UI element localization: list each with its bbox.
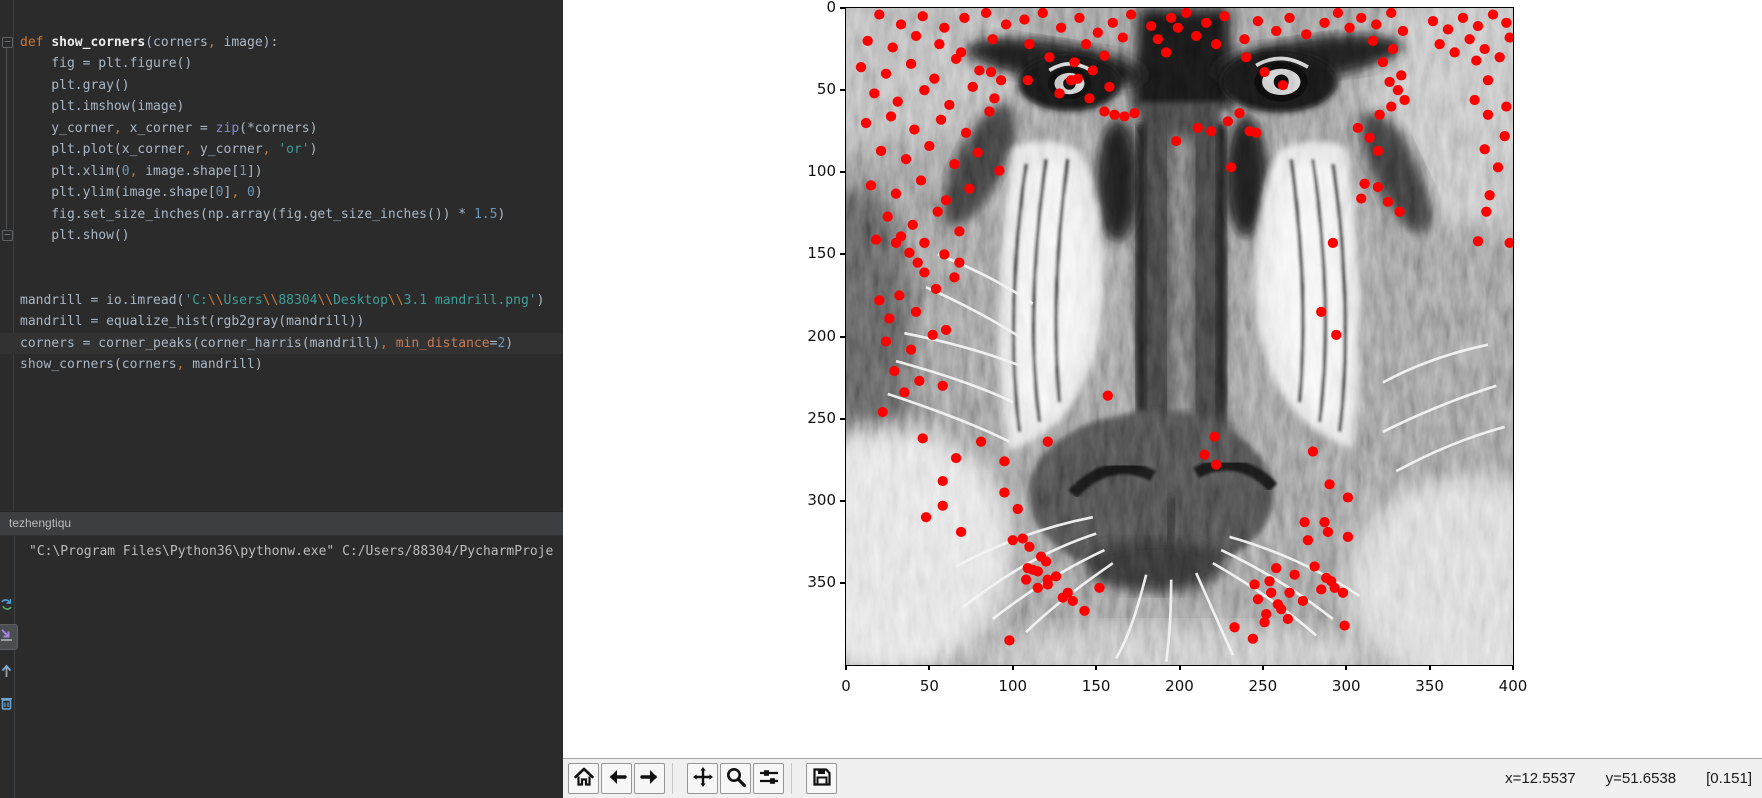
code-line: y_corner, x_corner = zip(*corners) bbox=[20, 120, 318, 136]
fold-end-icon[interactable]: ─ bbox=[2, 230, 13, 241]
pan-icon bbox=[692, 766, 714, 791]
y-tick-mark bbox=[840, 171, 845, 174]
fold-collapse-icon[interactable]: ─ bbox=[2, 37, 13, 48]
y-tick-mark bbox=[840, 417, 845, 420]
x-tick-label: 0 bbox=[841, 677, 851, 695]
toolbar-separator bbox=[672, 763, 686, 794]
x-tick-label: 300 bbox=[1331, 677, 1361, 695]
toolbar-buttons bbox=[567, 759, 838, 794]
y-tick-label: 250 bbox=[807, 408, 836, 427]
x-tick-mark bbox=[928, 665, 931, 670]
jump-to-end-icon[interactable] bbox=[0, 628, 13, 648]
home-icon bbox=[573, 766, 595, 791]
console-toolbar bbox=[0, 536, 18, 798]
x-tick-mark bbox=[1345, 665, 1348, 670]
back-icon bbox=[606, 766, 628, 791]
forward-icon bbox=[639, 766, 661, 791]
subplots-icon bbox=[758, 766, 780, 791]
matplotlib-window: 0 50 100 150 200 250 300 350 400 0 50 100 150 200 250 3… bbox=[563, 0, 1762, 798]
y-tick-mark bbox=[840, 89, 845, 92]
cursor-x: x=12.5537 bbox=[1505, 769, 1576, 787]
fold-range-line bbox=[6, 48, 7, 229]
y-tick-mark bbox=[840, 335, 845, 338]
code-line: mandrill = io.imread('C:\\Users\\88304\\… bbox=[20, 292, 545, 308]
code-line: plt.gray() bbox=[20, 77, 130, 93]
rerun-icon[interactable] bbox=[0, 598, 13, 617]
y-tick-label: 350 bbox=[807, 572, 836, 591]
code-line bbox=[0, 268, 563, 290]
code-line: fig.set_size_inches(np.array(fig.get_siz… bbox=[20, 206, 506, 222]
y-tick-label: 200 bbox=[807, 326, 836, 345]
subplots-button[interactable] bbox=[753, 763, 784, 794]
x-tick-mark bbox=[1178, 665, 1181, 670]
x-tick-mark bbox=[1261, 665, 1264, 670]
y-tick-label: 300 bbox=[807, 490, 836, 509]
x-tick-mark bbox=[1512, 665, 1514, 670]
x-tick-mark bbox=[1011, 665, 1014, 670]
home-button[interactable] bbox=[568, 763, 599, 794]
y-tick-mark bbox=[840, 581, 845, 584]
forward-button[interactable] bbox=[634, 763, 665, 794]
cursor-y: y=51.6538 bbox=[1605, 769, 1677, 787]
run-config-name: tezhengtiqu bbox=[9, 516, 72, 530]
up-stack-icon[interactable] bbox=[0, 664, 13, 684]
mandrill-image bbox=[846, 8, 1513, 665]
console-output: "C:\Program Files\Python36\pythonw.exe" … bbox=[29, 544, 554, 559]
run-toolwindow-tab[interactable]: tezhengtiqu bbox=[0, 511, 563, 536]
y-tick-mark bbox=[840, 499, 845, 502]
code-line-highlighted: corners = corner_peaks(corner_harris(man… bbox=[0, 332, 563, 354]
code-line: def show_corners(corners, image): bbox=[20, 34, 279, 50]
y-tick-label: 50 bbox=[816, 80, 836, 99]
cursor-status: x=12.5537 y=51.6538 [0.151] bbox=[1505, 759, 1752, 797]
y-tick-label: 100 bbox=[807, 162, 836, 181]
code-line: show_corners(corners, mandrill) bbox=[20, 357, 263, 372]
zoom-icon bbox=[725, 766, 747, 791]
x-tick-label: 250 bbox=[1248, 677, 1278, 695]
code-line: plt.imshow(image) bbox=[20, 99, 185, 114]
save-icon bbox=[811, 766, 833, 791]
x-tick-label: 150 bbox=[1081, 677, 1111, 695]
code-line: plt.show() bbox=[20, 228, 130, 243]
x-tick-label: 350 bbox=[1415, 677, 1444, 695]
run-console[interactable]: "C:\Program Files\Python36\pythonw.exe" … bbox=[0, 536, 563, 798]
code-area: def show_corners(corners, image): fig = … bbox=[0, 10, 563, 376]
y-tick-mark bbox=[840, 7, 845, 9]
delete-icon[interactable] bbox=[0, 696, 13, 716]
x-tick-mark bbox=[1428, 665, 1431, 670]
x-tick-mark bbox=[845, 665, 847, 670]
y-tick-mark bbox=[840, 253, 845, 256]
y-tick-label: 0 bbox=[826, 0, 836, 16]
corner-markers bbox=[855, 8, 1513, 646]
pan-button[interactable] bbox=[687, 763, 718, 794]
pycharm-panel: ─ ─ def show_corners(corners, image): fi… bbox=[0, 0, 563, 798]
plot-axes[interactable]: 0 50 100 150 200 250 300 350 400 0 50 100 150 200 250 3… bbox=[807, 0, 1527, 695]
zoom-button[interactable] bbox=[720, 763, 751, 794]
gutter-separator bbox=[13, 0, 14, 511]
code-line: plt.xlim(0, image.shape[1]) bbox=[20, 163, 263, 179]
x-tick-label: 100 bbox=[998, 677, 1028, 695]
code-line: mandrill = equalize_hist(rgb2gray(mandri… bbox=[20, 314, 365, 329]
x-tick-label: 400 bbox=[1498, 677, 1528, 695]
x-tick-label: 200 bbox=[1165, 677, 1194, 695]
toolbar-separator bbox=[791, 763, 805, 794]
matplotlib-toolbar: x=12.5537 y=51.6538 [0.151] bbox=[563, 758, 1762, 798]
y-tick-label: 150 bbox=[807, 244, 836, 263]
x-tick-label: 50 bbox=[919, 677, 939, 695]
code-line: plt.plot(x_corner, y_corner, 'or') bbox=[20, 142, 318, 157]
code-line bbox=[0, 247, 563, 269]
cursor-value: [0.151] bbox=[1706, 769, 1752, 787]
back-button[interactable] bbox=[601, 763, 632, 794]
x-tick-mark bbox=[1095, 665, 1098, 670]
code-editor[interactable]: ─ ─ def show_corners(corners, image): fi… bbox=[0, 0, 563, 511]
code-line: plt.ylim(image.shape[0], 0) bbox=[20, 185, 263, 200]
code-line: fig = plt.figure() bbox=[20, 56, 193, 71]
save-button[interactable] bbox=[806, 763, 837, 794]
code-line bbox=[0, 10, 563, 32]
